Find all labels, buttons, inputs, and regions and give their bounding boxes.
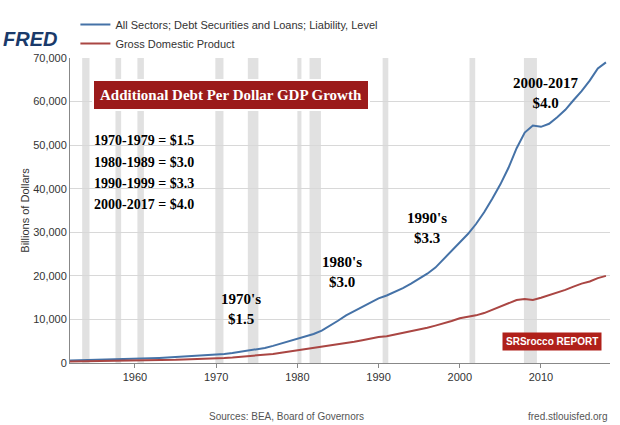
svg-text:0: 0 xyxy=(61,357,67,369)
svg-text:Gross Domestic Product: Gross Domestic Product xyxy=(115,38,234,50)
svg-text:1960: 1960 xyxy=(123,371,147,383)
svg-text:1970's$1.5: 1970's$1.5 xyxy=(221,291,261,327)
svg-text:60,000: 60,000 xyxy=(33,95,67,107)
svg-text:40,000: 40,000 xyxy=(33,183,67,195)
svg-text:fred.stlouisfed.org: fred.stlouisfed.org xyxy=(528,411,608,422)
svg-text:1990's$3.3: 1990's$3.3 xyxy=(407,210,447,246)
svg-text:Billions of Dollars: Billions of Dollars xyxy=(19,168,31,253)
svg-text:1980-1989 = $3.0: 1980-1989 = $3.0 xyxy=(94,155,194,170)
svg-text:50,000: 50,000 xyxy=(33,139,67,151)
svg-text:1980: 1980 xyxy=(285,371,309,383)
svg-text:All Sectors; Debt Securities a: All Sectors; Debt Securities and Loans; … xyxy=(115,19,377,31)
svg-text:1980's$3.0: 1980's$3.0 xyxy=(322,254,362,290)
svg-text:2000: 2000 xyxy=(448,371,472,383)
svg-text:2000-2017 = $4.0: 2000-2017 = $4.0 xyxy=(94,197,194,212)
svg-text:2000-2017$4.0: 2000-2017$4.0 xyxy=(513,75,578,111)
svg-text:2010: 2010 xyxy=(529,371,553,383)
svg-text:1990: 1990 xyxy=(366,371,390,383)
svg-text:1990-1999 = $3.3: 1990-1999 = $3.3 xyxy=(94,176,194,191)
svg-text:Additional Debt Per Dollar GDP: Additional Debt Per Dollar GDP Growth xyxy=(100,87,362,103)
svg-text:70,000: 70,000 xyxy=(33,52,67,64)
svg-text:Sources: BEA, Board of Governo: Sources: BEA, Board of Governors xyxy=(209,411,364,422)
svg-text:1970: 1970 xyxy=(204,371,228,383)
svg-text:20,000: 20,000 xyxy=(33,270,67,282)
svg-text:SRSrocco REPORT: SRSrocco REPORT xyxy=(506,336,598,347)
svg-text:1970-1979 = $1.5: 1970-1979 = $1.5 xyxy=(94,133,194,148)
svg-text:30,000: 30,000 xyxy=(33,226,67,238)
svg-text:FRED: FRED xyxy=(3,28,57,50)
svg-text:10,000: 10,000 xyxy=(33,313,67,325)
